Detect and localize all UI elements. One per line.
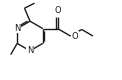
Text: N: N	[14, 24, 20, 33]
Text: O: O	[54, 6, 61, 15]
Text: O: O	[72, 32, 78, 40]
Text: N: N	[27, 46, 33, 55]
